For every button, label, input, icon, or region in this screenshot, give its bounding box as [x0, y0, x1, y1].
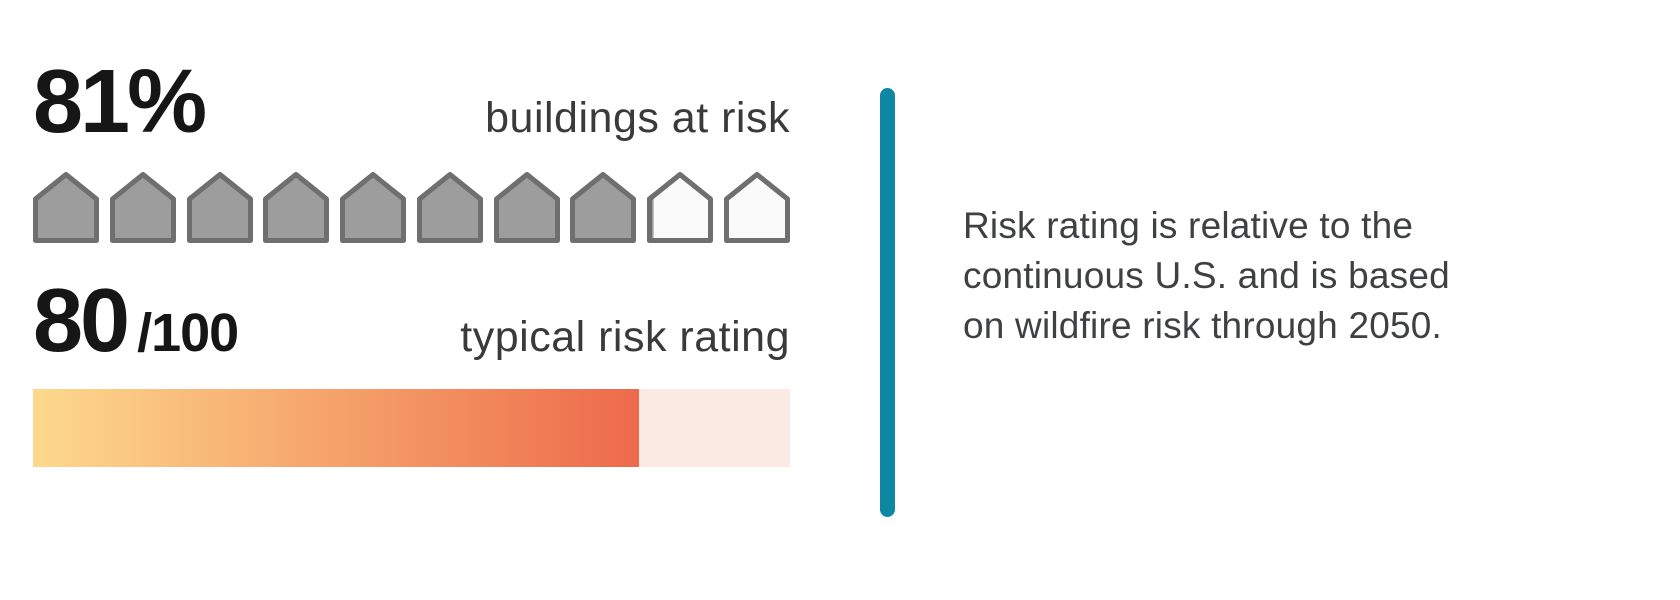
risk-rating-bar-fill	[33, 389, 639, 467]
house-icon-filled	[570, 172, 637, 243]
buildings-at-risk-label: buildings at risk	[485, 94, 790, 142]
house-icon-filled	[33, 172, 99, 243]
house-icon-empty	[723, 172, 790, 243]
risk-rating-denominator: /100	[137, 303, 239, 363]
house-pictogram-row	[33, 169, 790, 243]
risk-rating-gradient-bar	[33, 389, 790, 467]
typical-risk-rating-stat: 80 /100 typical risk rating	[33, 276, 790, 366]
house-icon-filled	[109, 172, 176, 243]
vertical-divider	[880, 88, 895, 517]
house-icon-partial	[647, 172, 714, 243]
buildings-at-risk-stat: 81% buildings at risk	[33, 57, 790, 147]
buildings-at-risk-value-group: 81%	[33, 52, 207, 152]
description-line: on wildfire risk through 2050.	[963, 305, 1443, 346]
description-line: Risk rating is relative to the	[963, 205, 1414, 246]
house-icon-filled	[263, 172, 330, 243]
house-icon-filled	[416, 172, 483, 243]
risk-rating-description: Risk rating is relative to the continuou…	[963, 201, 1593, 351]
risk-rating-value: 80	[33, 271, 130, 371]
house-icon-filled	[186, 172, 253, 243]
house-icon-filled	[340, 172, 407, 243]
description-line: continuous U.S. and is based	[963, 255, 1450, 296]
risk-rating-value-group: 80 /100	[33, 271, 239, 371]
risk-rating-label: typical risk rating	[460, 313, 790, 361]
house-icon-filled	[493, 172, 560, 243]
buildings-at-risk-percent: 81%	[33, 52, 207, 152]
